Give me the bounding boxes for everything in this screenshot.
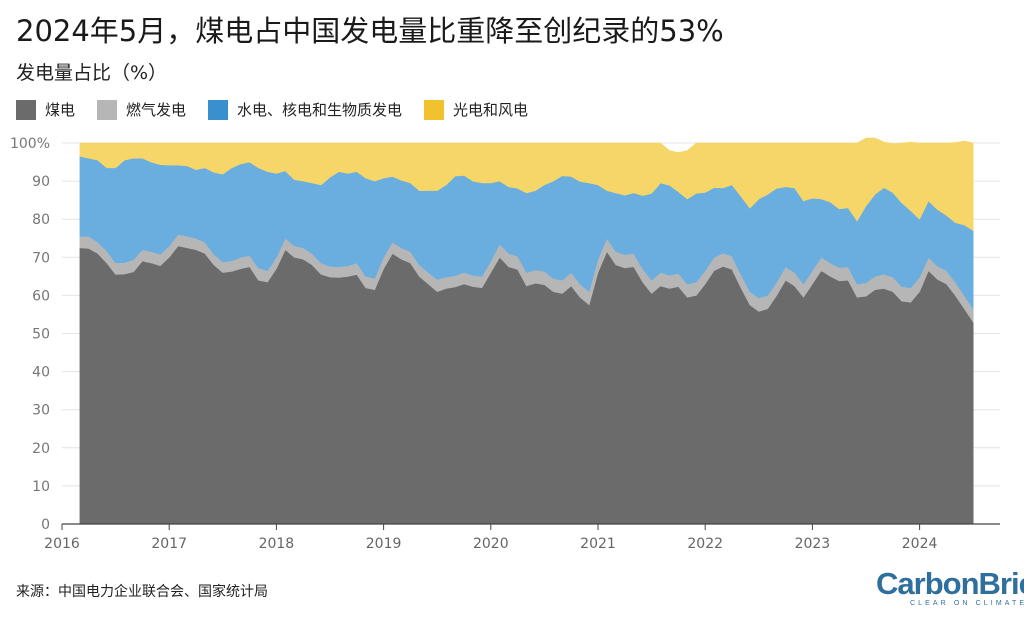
x-tick-label-2016: 2016	[44, 536, 80, 552]
y-tick-label-10: 10	[32, 479, 50, 495]
chart-title: 2024年5月，煤电占中国发电量比重降至创纪录的53%	[16, 14, 724, 48]
legend-swatch-coal	[16, 99, 36, 120]
area-coal	[79, 245, 974, 525]
legend-swatch-hydro-nuclear-bio	[208, 99, 229, 120]
y-tick-label-40: 40	[32, 365, 50, 381]
x-tick-label-2017: 2017	[151, 536, 187, 552]
y-tick-label-60: 60	[32, 288, 50, 304]
x-tick-label-2018: 2018	[259, 536, 295, 552]
legend-item-solar-wind: 光电和风电	[424, 99, 528, 120]
y-tick-label-50: 50	[32, 327, 50, 343]
y-tick-label-80: 80	[32, 212, 50, 228]
logo-wordmark: CarbonBrief	[876, 566, 1024, 601]
carbon-brief-logo: CarbonBrief CLEAR ON CLIMATE	[876, 568, 1024, 614]
legend: 煤电 燃气发电 水电、核电和生物质发电 光电和风电	[16, 99, 550, 120]
chart-subtitle: 发电量占比（%）	[16, 62, 168, 84]
legend-label-solar-wind: 光电和风电	[453, 101, 529, 119]
legend-swatch-solar-wind	[424, 99, 445, 120]
x-tick-label-2024: 2024	[902, 536, 938, 552]
x-tick-label-2023: 2023	[795, 536, 831, 552]
legend-label-gas: 燃气发电	[126, 101, 187, 119]
legend-swatch-gas	[97, 99, 118, 120]
x-tick-label-2019: 2019	[366, 536, 402, 552]
area-solar-wind	[79, 137, 974, 232]
area-layer	[79, 137, 974, 525]
y-tick-label-30: 30	[32, 403, 50, 419]
x-tick-label-2021: 2021	[580, 536, 616, 552]
legend-item-gas: 燃气发电	[97, 99, 186, 120]
legend-item-hydro-nuclear-bio: 水电、核电和生物质发电	[208, 99, 402, 120]
y-tick-label-90: 90	[32, 174, 50, 190]
y-tick-label-70: 70	[32, 250, 50, 266]
logo-tagline: CLEAR ON CLIMATE	[910, 600, 1024, 607]
y-axis: 0 10 20 30 40 50 60 70 80 90 100%	[10, 136, 50, 533]
source-note: 来源：中国电力企业联合会、国家统计局	[16, 584, 268, 600]
x-tick-label-2020: 2020	[473, 536, 509, 552]
y-tick-label-20: 20	[32, 441, 50, 457]
x-axis: 2016 2017 2018 2019 2020 2021 2022 2023 2024	[44, 523, 1000, 552]
legend-label-hydro-nuclear-bio: 水电、核电和生物质发电	[237, 101, 403, 119]
legend-label-coal: 煤电	[45, 101, 76, 119]
legend-item-coal: 煤电	[16, 99, 75, 120]
x-tick-label-2022: 2022	[687, 536, 723, 552]
y-tick-label-0: 0	[41, 517, 50, 533]
y-tick-label-100: 100%	[10, 136, 50, 152]
